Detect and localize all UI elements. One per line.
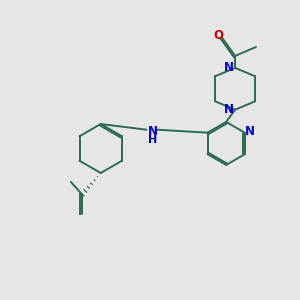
Text: N: N — [245, 125, 255, 138]
Text: O: O — [213, 29, 224, 42]
Text: N: N — [224, 61, 233, 74]
Text: H: H — [148, 135, 157, 145]
Text: N: N — [224, 103, 233, 116]
Text: N: N — [147, 125, 158, 138]
